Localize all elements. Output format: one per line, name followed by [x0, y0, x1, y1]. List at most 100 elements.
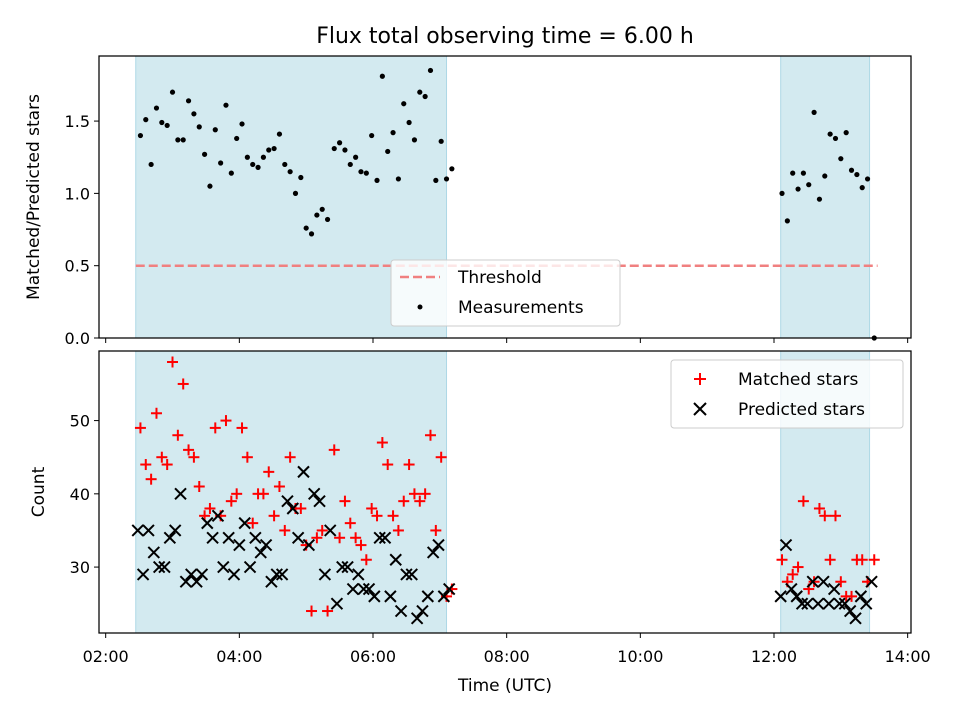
measurement-point — [843, 130, 849, 136]
predicted-star-marker — [806, 575, 819, 588]
measurement-point — [811, 109, 817, 115]
predicted-star-marker — [324, 524, 337, 537]
predicted-star-marker — [281, 494, 294, 508]
x-tick-label: 12:00 — [751, 647, 797, 666]
measurement-point — [353, 154, 359, 160]
predicted-star-marker — [286, 502, 300, 515]
y-tick-label: 0.5 — [65, 257, 90, 276]
matched-star-marker — [183, 444, 195, 456]
matched-star-marker — [209, 422, 221, 434]
predicted-star-marker — [384, 590, 397, 603]
matched-star-marker — [403, 459, 415, 471]
measurement-point — [223, 102, 229, 108]
x-tick-label: 14:00 — [885, 647, 931, 666]
x-tick-label: 04:00 — [216, 647, 262, 666]
predicted-star-marker — [158, 560, 171, 574]
matched-star-marker — [387, 510, 399, 522]
matched-star-marker — [177, 378, 189, 390]
matched-star-marker — [241, 451, 253, 463]
predicted-star-marker — [142, 524, 155, 537]
predicted-star-marker — [838, 597, 852, 610]
measurement-point — [854, 171, 860, 178]
ratio-legend-box — [390, 259, 621, 327]
legend-predicted-label: Predicted stars — [738, 400, 865, 420]
x-tick-label: 02:00 — [83, 647, 129, 666]
y-tick-label: 30 — [70, 558, 90, 577]
matched-star-marker — [273, 481, 285, 493]
matched-star-marker — [868, 554, 880, 566]
predicted-star-marker — [291, 531, 305, 544]
predicted-star-marker — [302, 538, 316, 552]
matched-star-marker — [819, 510, 831, 522]
predicted-star-marker — [254, 546, 267, 559]
x-tick-label: 08:00 — [484, 647, 530, 666]
matched-star-marker — [236, 422, 248, 434]
matched-star-marker — [344, 517, 356, 529]
matched-star-marker — [835, 576, 847, 588]
measurement-point — [336, 140, 343, 146]
predicted-star-marker — [152, 560, 166, 574]
predicted-star-marker — [330, 597, 344, 610]
predicted-star-marker — [357, 582, 370, 596]
predicted-star-marker — [238, 516, 251, 530]
measurement-point — [319, 206, 325, 212]
predicted-star-marker — [341, 560, 354, 574]
measurement-point — [298, 174, 304, 181]
predicted-star-marker — [195, 568, 209, 581]
measurement-point — [164, 122, 170, 129]
measurement-point — [266, 147, 272, 153]
matched-star-marker — [797, 495, 809, 507]
matched-star-marker — [328, 444, 340, 456]
predicted-star-marker — [131, 524, 144, 537]
predicted-star-marker — [790, 590, 803, 603]
predicted-star-marker — [297, 465, 310, 479]
measurement-point — [303, 225, 309, 231]
measurement-point — [292, 190, 299, 196]
predicted-star-marker — [416, 604, 429, 618]
predicted-star-marker — [233, 538, 246, 552]
x-tick-label: 06:00 — [350, 647, 396, 666]
matched-star-marker — [360, 554, 372, 566]
matched-star-marker — [263, 466, 275, 478]
matched-star-marker — [134, 422, 146, 434]
predicted-star-marker — [307, 487, 321, 501]
matched-star-marker — [231, 488, 243, 500]
predicted-star-marker — [190, 575, 203, 588]
measurement-point — [331, 145, 337, 152]
predicted-star-marker — [174, 487, 187, 501]
predicted-star-marker — [860, 597, 873, 610]
predicted-star-marker — [437, 590, 451, 603]
matched-star-marker — [787, 568, 799, 580]
matched-star-marker — [776, 554, 788, 566]
measurement-point — [790, 170, 796, 176]
measurement-point — [250, 161, 256, 168]
predicted-star-marker — [373, 531, 386, 544]
y-tick-label: 1.5 — [65, 112, 90, 131]
measurement-point — [848, 167, 855, 173]
predicted-star-marker — [222, 531, 235, 544]
matched-star-marker — [247, 517, 259, 529]
matched-star-marker — [430, 524, 442, 536]
measurement-point — [180, 137, 186, 143]
measurement-point — [212, 127, 218, 133]
count-y-ticks: 30 40 50 — [70, 412, 99, 577]
predicted-star-marker — [259, 538, 273, 552]
predicted-star-marker — [249, 531, 262, 544]
measurement-point — [342, 147, 348, 153]
ratio-x-ticks — [105, 338, 909, 343]
ratio-legend: Threshold Measurements — [390, 259, 621, 327]
predicted-star-marker — [336, 560, 349, 574]
matched-star-marker — [257, 488, 269, 500]
measurement-point — [347, 161, 353, 168]
count-panel-frame — [98, 350, 912, 634]
measurement-point — [417, 89, 423, 95]
predicted-star-marker — [833, 597, 846, 610]
matched-star-marker — [792, 561, 804, 573]
measurement-point — [191, 111, 197, 117]
matched-star-marker — [339, 495, 351, 507]
predicted-stars-points — [131, 465, 878, 625]
predicted-star-marker — [136, 568, 150, 581]
predicted-star-marker — [206, 531, 219, 544]
predicted-star-marker — [795, 597, 809, 610]
predicted-star-marker — [265, 575, 278, 588]
